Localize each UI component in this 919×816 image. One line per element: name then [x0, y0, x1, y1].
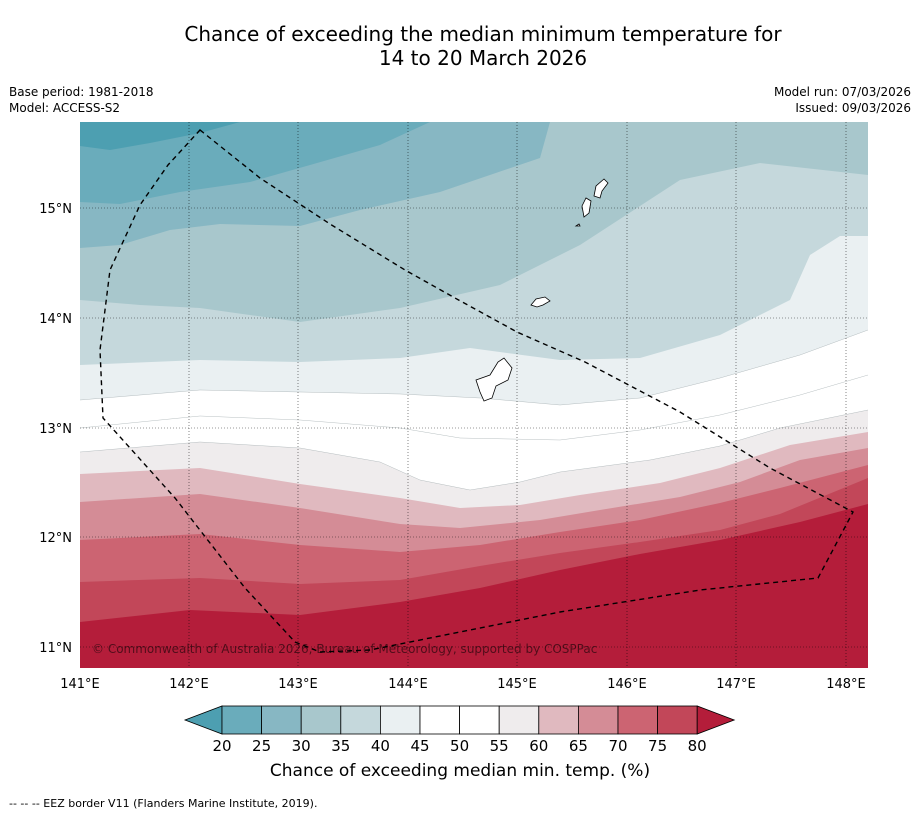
colorbar-tick-20: 20 — [212, 737, 231, 755]
colorbar-cell-20-25 — [221, 705, 262, 735]
base-period: Base period: 1981-2018 — [9, 85, 154, 99]
title-line-2: 14 to 20 March 2026 — [378, 46, 588, 70]
contour-lines — [80, 329, 868, 491]
band-below-20 — [80, 122, 240, 150]
colorbar-cell-30-35 — [300, 705, 342, 735]
lat-label-13n: 13°N — [39, 422, 72, 437]
colorbar-tick-30: 30 — [292, 737, 311, 755]
lat-label-12n: 12°N — [39, 531, 72, 546]
lon-labels: 141°E 142°E 143°E 144°E 145°E 146°E 147°… — [60, 677, 866, 692]
lat-label-11n: 11°N — [39, 641, 72, 656]
copyright-text: © Commonwealth of Australia 2026, Bureau… — [92, 642, 597, 656]
colorbar-cell-70-75 — [617, 705, 658, 735]
colorbar-tick-55: 55 — [490, 737, 509, 755]
island-guam — [475, 357, 513, 402]
colorbar-cell-55-60 — [498, 705, 540, 735]
island-rota — [530, 296, 551, 308]
model-run: Model run: 07/03/2026 — [773, 85, 911, 99]
map-title: Chance of exceeding the median minimum t… — [80, 22, 886, 70]
issued-date: Issued: 09/03/2026 — [795, 101, 911, 115]
colorbar-cell-65-70 — [578, 705, 619, 735]
island-saipan — [593, 178, 609, 199]
lat-labels: 15°N 14°N 13°N 12°N 11°N — [39, 202, 72, 656]
colorbar-tick-45: 45 — [410, 737, 429, 755]
lon-label-145e: 145°E — [497, 677, 537, 692]
colorbar-cell-75-80 — [657, 705, 698, 735]
eez-footnote: -- -- -- EEZ border V11 (Flanders Marine… — [9, 797, 318, 810]
colorbar-tick-75: 75 — [648, 737, 667, 755]
lon-label-142e: 142°E — [169, 677, 209, 692]
colorbar-tick-60: 60 — [529, 737, 548, 755]
model-name: Model: ACCESS-S2 — [9, 101, 121, 115]
colorbar-tick-70: 70 — [608, 737, 627, 755]
island-aguijan — [574, 223, 581, 227]
colorbar-cell-50-55 — [459, 705, 500, 735]
colorbar-tick-35: 35 — [331, 737, 350, 755]
meta-left: Base period: 1981-2018 Model: ACCESS-S2 — [9, 84, 154, 116]
colorbar-cell-45-50 — [419, 705, 460, 735]
lon-label-143e: 143°E — [278, 677, 318, 692]
gridlines — [80, 122, 868, 668]
title-line-1: Chance of exceeding the median minimum t… — [184, 22, 782, 46]
colorbar-ticks: 20 25 30 35 40 45 50 55 60 65 70 75 80 — [212, 737, 706, 755]
colorbar-tick-80: 80 — [688, 737, 707, 755]
colorbar-cell-below — [183, 705, 223, 735]
lon-label-144e: 144°E — [388, 677, 428, 692]
colorbar-cells — [183, 705, 736, 735]
colorbar-cell-above — [696, 705, 736, 735]
colorbar: 20 25 30 35 40 45 50 55 60 65 70 75 80 — [183, 705, 736, 755]
lon-label-141e: 141°E — [60, 677, 100, 692]
colorbar-tick-25: 25 — [252, 737, 271, 755]
lon-label-146e: 146°E — [607, 677, 647, 692]
colorbar-tick-40: 40 — [371, 737, 390, 755]
colorbar-cell-60-65 — [538, 705, 579, 735]
eez-border — [99, 129, 854, 653]
colorbar-tick-65: 65 — [569, 737, 588, 755]
meta-right: Model run: 07/03/2026 Issued: 09/03/2026 — [774, 84, 911, 116]
islands — [475, 178, 609, 402]
lat-label-14n: 14°N — [39, 312, 72, 327]
band-above-80 — [80, 504, 868, 668]
band-20-25 — [80, 122, 430, 204]
probability-field — [80, 122, 868, 668]
lon-label-148e: 148°E — [826, 677, 866, 692]
colorbar-cell-35-40 — [340, 705, 381, 735]
colorbar-cell-25-30 — [261, 705, 302, 735]
island-tinian — [581, 197, 592, 218]
colorbar-title: Chance of exceeding median min. temp. (%… — [269, 761, 651, 781]
lat-label-15n: 15°N — [39, 202, 72, 217]
lon-label-147e: 147°E — [716, 677, 756, 692]
colorbar-tick-50: 50 — [450, 737, 469, 755]
colorbar-cell-40-45 — [379, 705, 421, 735]
